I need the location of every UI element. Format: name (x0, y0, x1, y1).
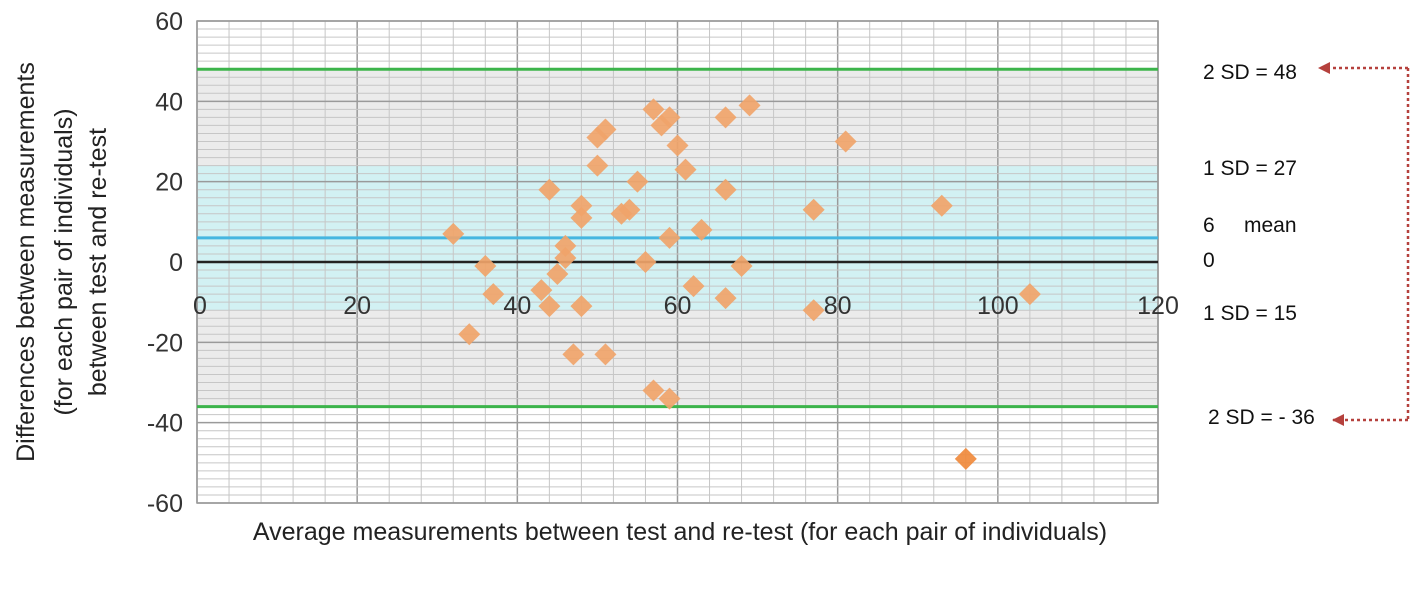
annotation-upper-2sd: 2 SD = 48 (1203, 61, 1297, 84)
x-tick-label: 60 (664, 292, 692, 320)
y-axis-ticks: 60 40 20 0 -20 -40 -60 (147, 8, 183, 518)
annotation-upper-1sd: 1 SD = 27 (1203, 157, 1297, 180)
x-tick-label: 80 (824, 292, 852, 320)
data-point-23 (642, 379, 665, 402)
data-point-40 (930, 194, 953, 217)
y-axis-label-line-1: Differences between measurements (12, 62, 40, 462)
data-point-22 (642, 98, 665, 121)
data-point-37 (802, 198, 825, 221)
data-point-17 (594, 343, 617, 366)
data-point-5 (538, 178, 561, 201)
data-point-11 (570, 194, 593, 217)
data-point-41 (954, 447, 977, 470)
data-point-27 (658, 387, 681, 410)
x-tick-label: 100 (977, 292, 1019, 320)
data-point-10 (562, 343, 585, 366)
data-point-1 (458, 323, 481, 346)
sd-range-bracket (1318, 62, 1410, 426)
y-axis-label-line-2: (for each pair of individuals) (50, 108, 78, 415)
annotation-lower-1sd: 1 SD = 15 (1203, 302, 1297, 325)
annotation-mean-label: mean (1244, 214, 1297, 237)
x-axis-ticks: 0 20 40 60 80 100 120 (193, 292, 1179, 320)
data-point-42 (1018, 283, 1041, 306)
x-axis-label-box: Average measurements between test and re… (252, 518, 1108, 546)
data-points (442, 94, 1041, 470)
data-point-31 (690, 218, 713, 241)
data-point-3 (482, 283, 505, 306)
data-point-8 (554, 234, 577, 257)
y-tick-label: 20 (155, 169, 183, 197)
y-tick-label: -60 (147, 490, 183, 518)
data-point-36 (738, 94, 761, 117)
data-point-35 (730, 255, 753, 278)
data-point-25 (658, 106, 681, 129)
x-tick-label: 20 (343, 292, 371, 320)
data-point-16 (594, 118, 617, 141)
data-point-38 (802, 299, 825, 322)
data-point-7 (546, 263, 569, 286)
data-point-14 (586, 154, 609, 177)
data-point-34 (714, 287, 737, 310)
data-point-21 (634, 251, 657, 273)
data-point-29 (674, 158, 697, 181)
x-tick-label: 40 (503, 292, 531, 320)
data-point-28 (666, 134, 689, 157)
data-point-20 (626, 170, 649, 193)
y-tick-label: -40 (147, 410, 183, 438)
x-tick-label: 0 (193, 292, 207, 320)
y-axis-label-line-3: between test and re-test (84, 128, 112, 396)
data-point-19 (618, 198, 641, 221)
y-tick-label: 0 (169, 249, 183, 277)
x-tick-label: 120 (1137, 292, 1179, 320)
data-point-12 (570, 206, 593, 229)
data-point-9 (554, 246, 577, 269)
y-tick-label: 40 (155, 88, 183, 116)
data-point-33 (714, 178, 737, 201)
data-point-26 (658, 226, 681, 249)
data-point-30 (682, 275, 705, 298)
y-tick-label: -20 (147, 329, 183, 357)
annotation-zero: 0 (1203, 249, 1215, 272)
annotation-lower-2sd: 2 SD = - 36 (1208, 406, 1315, 429)
data-point-6 (538, 295, 561, 318)
data-point-4 (530, 279, 553, 302)
data-point-2 (474, 255, 497, 278)
y-tick-label: 60 (155, 8, 183, 36)
data-point-32 (714, 106, 737, 129)
data-point-0 (442, 222, 465, 245)
annotation-mean-value: 6 (1203, 214, 1215, 237)
x-axis-label: Average measurements between test and re… (252, 518, 1108, 546)
data-point-39 (834, 130, 857, 153)
annotations: 2 SD = 48 1 SD = 27 6 mean 0 1 SD = 15 2… (1203, 61, 1315, 429)
data-point-13 (570, 295, 593, 318)
